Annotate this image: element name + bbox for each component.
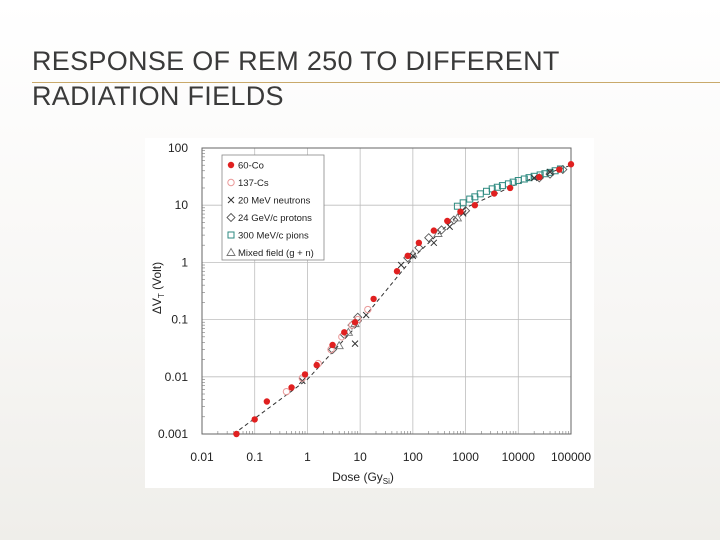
point-300-mev-c-pions: [546, 168, 554, 176]
point-60-co: [393, 268, 401, 275]
title-divider: [32, 82, 720, 83]
legend-label-20-mev-neutrons: 20 MeV neutrons: [238, 196, 311, 207]
point-24-gev-c-protons: [424, 233, 434, 243]
y-tick-label-3: 1: [181, 255, 188, 269]
point-60-co: [288, 384, 295, 391]
legend-marker-20-mev-neutrons: [227, 196, 235, 204]
point-137-cs: [364, 305, 372, 314]
point-60-co: [233, 430, 240, 438]
point-137-cs: [282, 387, 291, 396]
point-60-co: [457, 208, 464, 215]
y-tick-label-4: 10: [175, 198, 189, 212]
point-300-mev-c-pions: [466, 195, 474, 203]
y-tick-labels: 0.001 0.01 0.1 1 10 100: [158, 141, 188, 441]
chart-figure: 0.01 0.1 1 10 100 1000 10000 100000 0.001 0.01 0.…: [145, 138, 594, 488]
point-24-gev-c-protons: [327, 344, 338, 355]
chart-legend: 60-Co 137-Cs 20 MeV neutrons 24 GeV/c proto…: [221, 154, 325, 261]
y-tick-label-0: 0.001: [158, 427, 188, 441]
point-24-gev-c-protons: [436, 225, 447, 235]
point-24-gev-c-protons: [414, 243, 424, 253]
data-marks: [233, 161, 575, 438]
point-60-co: [341, 329, 348, 336]
point-60-co: [491, 190, 498, 197]
x-tick-label-6: 10000: [502, 450, 536, 464]
slide-title-line-2: RADIATION FIELDS: [32, 81, 284, 111]
legend-marker-mixed-field-g-n: [226, 247, 236, 256]
point-300-mev-c-pions: [525, 174, 533, 182]
point-20-mev-neutrons: [446, 223, 454, 231]
point-60-co: [370, 295, 377, 303]
legend-box: [221, 154, 325, 261]
point-20-mev-neutrons: [351, 340, 359, 347]
point-60-co: [415, 239, 423, 247]
point-24-gev-c-protons: [460, 206, 471, 216]
y-axis-label: ΔVT (Volt): [150, 262, 166, 314]
slide-title-line-1: RESPONSE OF REM 250 TO DIFFERENT: [32, 46, 560, 76]
point-60-co: [471, 202, 479, 209]
legend-marker-137-cs: [227, 178, 235, 187]
plot-frame: [201, 147, 572, 435]
point-60-co: [313, 361, 320, 369]
point-300-mev-c-pions: [459, 199, 467, 207]
x-tick-label-4: 100: [403, 450, 423, 464]
legend-items: 60-Co 137-Cs 20 MeV neutrons 24 GeV/c proto…: [226, 161, 314, 259]
point-24-gev-c-protons: [449, 215, 459, 225]
legend-label-60-co: 60-Co: [238, 161, 264, 172]
point-300-mev-c-pions: [453, 202, 461, 210]
y-tick-label-5: 100: [168, 141, 188, 155]
x-tick-label-3: 10: [353, 450, 367, 464]
point-60-co: [263, 398, 271, 405]
point-60-co: [351, 319, 359, 326]
point-60-co: [430, 227, 438, 234]
y-tick-label-2: 0.1: [171, 313, 188, 327]
y-tick-label-1: 0.01: [165, 370, 189, 384]
legend-label-24-gev-c-protons: 24 GeV/c protons: [238, 213, 312, 224]
legend-label-300-mev-c-pions: 300 MeV/c pions: [238, 231, 309, 242]
point-60-co: [329, 341, 336, 349]
x-tick-label-2: 1: [304, 450, 311, 464]
legend-label-137-cs: 137-Cs: [238, 178, 269, 189]
x-tick-label-5: 1000: [452, 450, 479, 464]
point-24-gev-c-protons: [545, 169, 555, 179]
legend-marker-60-co: [227, 161, 235, 169]
point-60-co: [301, 371, 309, 378]
point-60-co: [556, 166, 563, 173]
x-tick-label-1: 0.1: [246, 450, 263, 464]
point-60-co: [404, 252, 411, 260]
point-20-mev-neutrons: [397, 261, 405, 269]
x-tick-labels: 0.01 0.1 1 10 100 1000 10000 100000: [190, 450, 591, 464]
x-tick-label-7: 100000: [551, 450, 591, 464]
point-60-co: [506, 184, 514, 192]
x-tick-label-0: 0.01: [190, 450, 214, 464]
legend-marker-300-mev-c-pions: [227, 231, 235, 239]
point-20-mev-neutrons: [430, 239, 438, 247]
point-60-co: [251, 416, 258, 423]
slide-title: RESPONSE OF REM 250 TO DIFFERENT RADIATI…: [32, 44, 692, 114]
fit-line: [233, 164, 572, 435]
x-axis-label: Dose (GySi): [332, 470, 394, 486]
minor-ticks: [202, 150, 569, 434]
point-20-mev-neutrons: [546, 168, 554, 176]
legend-marker-24-gev-c-protons: [226, 212, 236, 223]
response-chart: 0.01 0.1 1 10 100 1000 10000 100000 0.0010.010.…: [150, 141, 591, 486]
point-300-mev-c-pions: [509, 178, 517, 186]
point-60-co: [567, 161, 575, 168]
fit-line-group: [233, 164, 572, 435]
point-mixed-field-g-n: [334, 340, 344, 350]
point-300-mev-c-pions: [493, 183, 501, 191]
point-60-co: [536, 173, 543, 181]
point-300-mev-c-pions: [520, 175, 528, 183]
point-20-mev-neutrons: [409, 252, 417, 260]
legend-label-mixed-field-g-n: Mixed field (g + n): [238, 248, 314, 259]
point-300-mev-c-pions: [483, 187, 491, 195]
point-60-co: [444, 217, 451, 225]
point-20-mev-neutrons: [530, 174, 538, 182]
